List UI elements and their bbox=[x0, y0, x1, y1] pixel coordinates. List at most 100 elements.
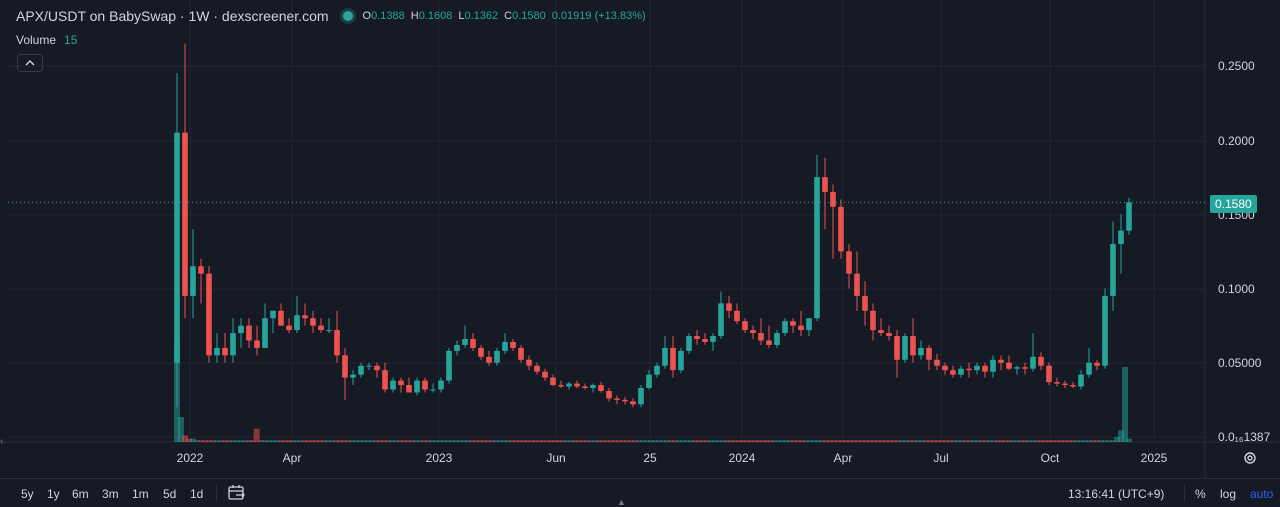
volume-bar bbox=[1034, 440, 1041, 442]
timeframe-1y-button[interactable]: 1y bbox=[47, 487, 60, 501]
candle-body bbox=[278, 310, 284, 326]
timeframe-1m-button[interactable]: 1m bbox=[132, 487, 149, 501]
volume-bar bbox=[225, 440, 232, 442]
candle-body bbox=[966, 368, 972, 371]
volume-bar bbox=[719, 440, 726, 442]
candle-body bbox=[934, 359, 940, 366]
volume-bar bbox=[512, 440, 519, 442]
volume-bar bbox=[851, 440, 858, 442]
volume-bar bbox=[1018, 440, 1025, 442]
volume-bar bbox=[1042, 440, 1049, 442]
volume-bar bbox=[405, 440, 412, 442]
volume-bar bbox=[480, 440, 487, 442]
volume-bar bbox=[349, 440, 356, 442]
auto-scale-toggle[interactable]: auto bbox=[1250, 487, 1274, 501]
volume-bar bbox=[835, 440, 842, 442]
candle-body bbox=[1030, 356, 1036, 369]
candle-body bbox=[446, 350, 452, 381]
time-tick-label: 2023 bbox=[426, 451, 453, 465]
volume-bar bbox=[616, 440, 623, 442]
time-tick-label: 25 bbox=[643, 451, 657, 465]
volume-bar bbox=[795, 440, 802, 442]
candle-body bbox=[246, 325, 252, 341]
timeframe-1d-button[interactable]: 1d bbox=[190, 487, 204, 501]
timeframe-5d-button[interactable]: 5d bbox=[163, 487, 177, 501]
volume-bar bbox=[309, 440, 316, 442]
candle-body bbox=[190, 266, 196, 296]
volume-bar bbox=[397, 440, 404, 442]
volume-bar bbox=[651, 440, 658, 442]
candle-body bbox=[238, 325, 244, 334]
volume-bar bbox=[1038, 440, 1045, 442]
volume-bar bbox=[588, 440, 595, 442]
candle-body bbox=[830, 191, 836, 207]
price-tick-label: 0.2500 bbox=[1218, 59, 1255, 73]
log-scale-toggle[interactable]: log bbox=[1220, 487, 1237, 501]
candle-body bbox=[894, 336, 900, 360]
volume-bar bbox=[767, 440, 774, 442]
volume-bar bbox=[401, 440, 408, 442]
volume-bar bbox=[213, 440, 220, 442]
volume-bar bbox=[592, 440, 599, 442]
candle-body bbox=[854, 273, 860, 296]
volume-bar bbox=[747, 440, 754, 442]
volume-bar bbox=[1082, 440, 1089, 442]
candle-body bbox=[558, 385, 564, 387]
percent-scale-toggle[interactable]: % bbox=[1195, 487, 1206, 501]
candle-body bbox=[430, 389, 436, 391]
candle-body bbox=[646, 374, 652, 388]
left-scroll-handle[interactable]: ‹ bbox=[0, 436, 4, 447]
candle-body bbox=[334, 330, 340, 356]
volume-bar bbox=[572, 440, 579, 442]
volume-bar bbox=[420, 440, 427, 442]
volume-bar bbox=[361, 440, 368, 442]
volume-bar bbox=[771, 440, 778, 442]
candle-body bbox=[918, 347, 924, 356]
timeframe-6m-button[interactable]: 6m bbox=[72, 487, 89, 501]
candle-body bbox=[870, 310, 876, 331]
candle-body bbox=[750, 330, 756, 334]
volume-bar bbox=[1026, 440, 1033, 442]
timeframe-3m-button[interactable]: 3m bbox=[102, 487, 119, 501]
timeframe-5y-button[interactable]: 5y bbox=[21, 487, 34, 501]
volume-bar bbox=[819, 440, 826, 442]
volume-bar bbox=[803, 440, 810, 442]
volume-bar bbox=[452, 440, 459, 442]
candle-body bbox=[174, 132, 180, 363]
volume-bar bbox=[954, 440, 961, 442]
collapse-legend-button[interactable] bbox=[17, 54, 43, 72]
candle-body bbox=[406, 385, 412, 393]
volume-bar bbox=[428, 440, 435, 442]
calendar-range-icon[interactable] bbox=[228, 484, 246, 501]
candle-body bbox=[822, 177, 828, 192]
candle-body bbox=[478, 347, 484, 357]
volume-bar bbox=[755, 440, 762, 442]
volume-bar bbox=[791, 440, 798, 442]
candle-body bbox=[654, 365, 660, 375]
volume-bar bbox=[671, 440, 678, 442]
volume-bar bbox=[655, 440, 662, 442]
price-chart[interactable]: 0.25000.20000.15000.10000.050000.0₁₆1387… bbox=[0, 0, 1280, 478]
volume-bar bbox=[333, 440, 340, 442]
volume-bar bbox=[580, 440, 587, 442]
time-axis[interactable]: 2022 Apr 2023 Jun 25 2024 Apr Jul Oct 2025 bbox=[177, 451, 1168, 465]
volume-bar bbox=[484, 440, 491, 442]
volume-bar bbox=[273, 440, 280, 442]
volume-bar bbox=[381, 440, 388, 442]
volume-bar bbox=[1126, 438, 1132, 442]
clock-timezone[interactable]: 13:16:41 (UTC+9) bbox=[1068, 487, 1165, 501]
volume-bar bbox=[1022, 440, 1029, 442]
volume-bar bbox=[1030, 440, 1037, 442]
candle-body bbox=[886, 333, 892, 337]
gear-icon[interactable] bbox=[1243, 451, 1257, 465]
volume-bar bbox=[994, 440, 1001, 442]
volume-bar bbox=[1002, 440, 1009, 442]
volume-bar bbox=[181, 435, 188, 442]
volume-bar bbox=[879, 440, 886, 442]
candle-body bbox=[670, 347, 676, 371]
candle-body bbox=[902, 336, 908, 360]
scroll-up-handle[interactable]: ▲ bbox=[617, 497, 626, 507]
volume-bar bbox=[424, 440, 431, 442]
candle-body bbox=[638, 387, 644, 405]
